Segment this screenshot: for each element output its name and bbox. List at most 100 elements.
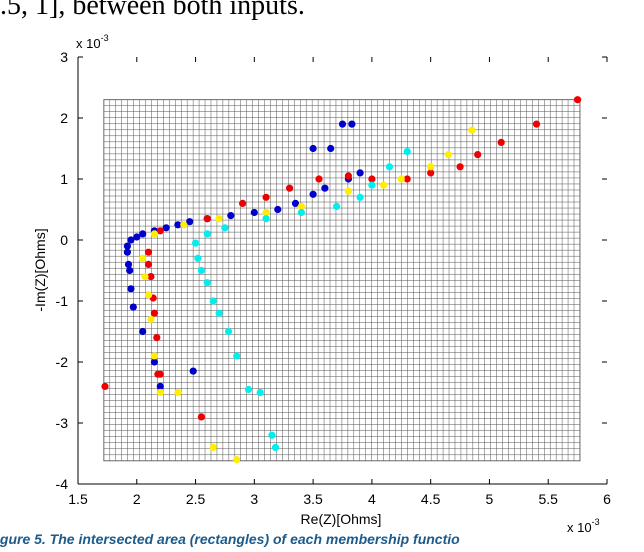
y-scale-label: x 10-3 — [76, 33, 109, 51]
data-point — [144, 248, 153, 256]
y-tick-label: 2 — [60, 110, 68, 126]
data-point — [141, 273, 149, 281]
data-point — [150, 352, 158, 360]
grid-rectangles — [103, 99, 581, 462]
data-point — [156, 227, 164, 235]
data-point — [101, 382, 109, 390]
data-point — [456, 163, 464, 171]
y-tick-label: -3 — [56, 415, 69, 431]
data-point — [271, 443, 280, 451]
data-point — [497, 138, 505, 146]
data-point — [344, 172, 352, 180]
y-tick-label: -1 — [56, 293, 69, 309]
data-point — [139, 230, 147, 238]
data-point — [380, 181, 388, 189]
data-point — [309, 144, 317, 153]
data-point — [262, 215, 270, 223]
data-point — [321, 184, 329, 192]
data-point — [147, 315, 155, 323]
x-tick-label: 4 — [368, 491, 376, 507]
data-point — [139, 254, 147, 262]
data-point — [124, 260, 133, 268]
data-point — [403, 175, 411, 183]
axis-labels: -Im(Z)[Ohms] Re(Z)[Ohms] x 10-3 x 10-3 — [32, 33, 600, 535]
series-2 — [139, 126, 476, 464]
data-point — [139, 327, 147, 336]
data-point — [262, 193, 270, 201]
data-point — [186, 218, 194, 226]
data-point — [297, 208, 305, 217]
data-point — [221, 224, 229, 232]
data-point — [256, 388, 264, 397]
data-point — [532, 120, 541, 128]
data-point — [203, 215, 211, 223]
data-point — [174, 388, 182, 397]
data-point — [274, 205, 282, 214]
data-point — [123, 248, 131, 256]
series-0 — [123, 120, 364, 390]
x-tick-label: 3.5 — [303, 491, 323, 507]
page-text-fragment: .5, 1], between both inputs. — [0, 0, 305, 21]
grid-lines — [103, 99, 580, 461]
data-point — [156, 382, 164, 390]
data-point — [385, 163, 394, 171]
data-point — [250, 208, 258, 217]
data-point — [156, 388, 164, 397]
data-point — [315, 175, 323, 183]
data-point — [338, 120, 347, 128]
data-point — [144, 291, 153, 299]
data-point — [468, 126, 476, 134]
data-point — [215, 309, 223, 317]
data-point — [209, 297, 217, 305]
y-tick-label: -2 — [56, 354, 69, 370]
data-point — [444, 151, 452, 159]
data-points — [101, 96, 582, 464]
data-point — [133, 233, 141, 241]
data-point — [156, 370, 164, 378]
data-point — [123, 242, 131, 250]
data-point — [262, 208, 270, 217]
data-point — [286, 184, 294, 192]
y-tick-label: 0 — [60, 232, 68, 248]
data-point — [233, 456, 241, 464]
data-point — [356, 169, 364, 177]
figure-caption: igure 5. The intersected area (rectangle… — [0, 531, 460, 547]
data-point — [197, 266, 205, 275]
series-3 — [192, 148, 411, 451]
data-point — [150, 358, 158, 366]
data-point — [147, 273, 155, 281]
y-tick-label: 1 — [60, 171, 68, 187]
data-point — [203, 279, 211, 287]
data-point — [291, 199, 300, 207]
data-point — [203, 230, 211, 238]
data-point — [224, 327, 233, 336]
data-point — [144, 260, 153, 268]
data-point — [574, 96, 582, 104]
y-axis-label: -Im(Z)[Ohms] — [32, 228, 48, 311]
data-point — [368, 181, 376, 189]
data-point — [333, 202, 341, 210]
data-point — [194, 254, 202, 262]
x-tick-label: 6 — [603, 491, 611, 507]
data-point — [268, 431, 276, 439]
data-point — [297, 202, 305, 210]
data-point — [129, 303, 137, 311]
data-point — [153, 334, 161, 342]
data-point — [126, 266, 134, 275]
data-point — [474, 151, 482, 159]
y-tick-label: -4 — [56, 476, 69, 492]
data-point — [197, 413, 205, 421]
x-tick-label: 3 — [250, 491, 258, 507]
data-point — [215, 215, 223, 223]
data-point — [189, 367, 197, 375]
data-point — [397, 175, 405, 183]
data-point — [309, 190, 317, 198]
axes: 1.5 2 2.5 3 3.5 4 4.5 5 5.5 6 3 2 1 0 -1 -2 -3 -4 — [56, 49, 612, 507]
data-point — [150, 230, 158, 238]
data-point — [127, 236, 135, 244]
data-point — [356, 193, 364, 201]
data-point — [403, 148, 411, 156]
data-point — [233, 352, 241, 360]
y-tick-label: 3 — [60, 49, 68, 65]
